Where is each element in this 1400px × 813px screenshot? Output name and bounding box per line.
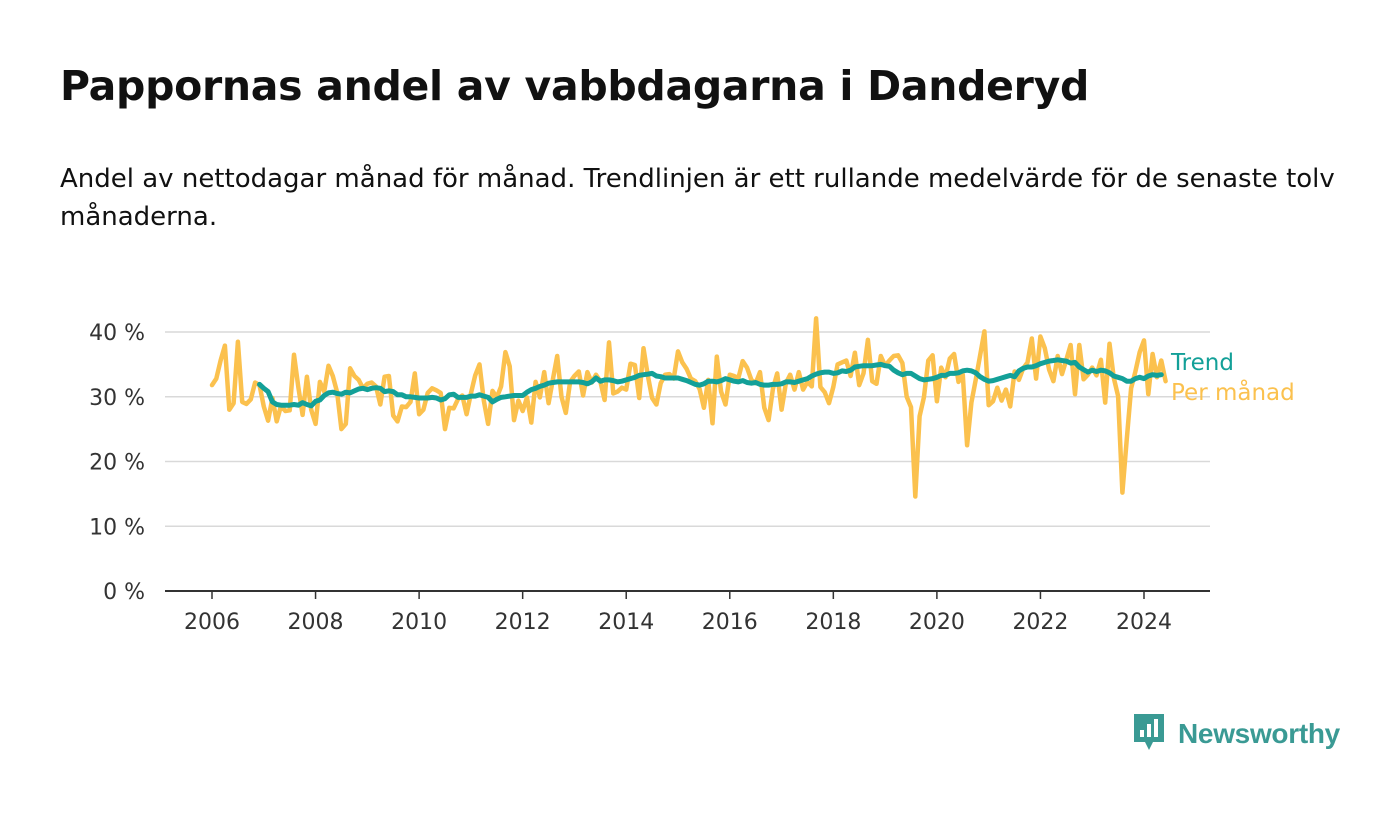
chart-title: Pappornas andel av vabbdagarna i Dandery… xyxy=(60,62,1090,110)
newsworthy-brand[interactable]: Newsworthy xyxy=(1132,712,1340,756)
y-tick-label: 0 % xyxy=(103,580,145,605)
x-tick-label: 2010 xyxy=(391,610,447,635)
y-tick-label: 20 % xyxy=(89,451,145,476)
x-axis: 2006 2008 2010 2012 2014 2016 2018 2020 2022 2024 xyxy=(165,590,1210,635)
chart-subtitle: Andel av nettodagar månad för månad. Tre… xyxy=(60,164,1335,232)
series-trend-line xyxy=(257,357,1164,409)
newsworthy-logo-icon xyxy=(1132,712,1166,756)
y-axis-labels: 0 % 10 % 20 % 30 % 40 % xyxy=(89,321,145,605)
x-tick-label: 2024 xyxy=(1116,610,1172,635)
y-tick-label: 40 % xyxy=(89,321,145,346)
legend-label-per-manad: Per månad xyxy=(1171,378,1295,406)
x-tick-label: 2016 xyxy=(702,610,758,635)
x-tick-label: 2018 xyxy=(805,610,861,635)
brand-name: Newsworthy xyxy=(1178,718,1340,749)
y-tick-label: 10 % xyxy=(89,515,145,540)
y-tick-label: 30 % xyxy=(89,386,145,411)
x-tick-label: 2006 xyxy=(184,610,240,635)
series-per-manad-line xyxy=(209,316,1168,499)
x-tick-label: 2022 xyxy=(1012,610,1068,635)
x-tick-label: 2012 xyxy=(495,610,551,635)
x-tick-label: 2014 xyxy=(598,610,654,635)
legend-label-trend: Trend xyxy=(1170,350,1234,376)
x-tick-label: 2008 xyxy=(288,610,344,635)
series-lines xyxy=(209,316,1168,499)
x-tick-label: 2020 xyxy=(909,610,965,635)
line-chart: 0 % 10 % 20 % 30 % 40 % 2006 2008 2010 2012 2014… xyxy=(89,316,1295,635)
